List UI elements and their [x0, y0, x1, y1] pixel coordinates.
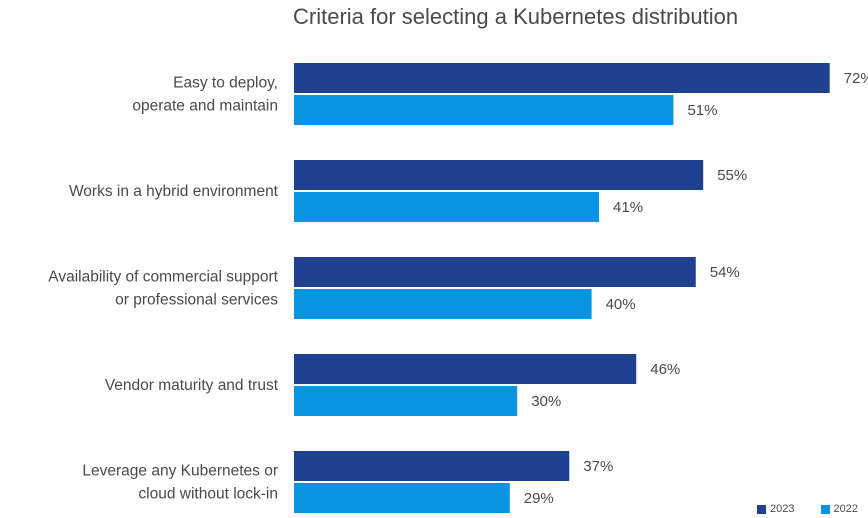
bar-2022 — [294, 95, 674, 125]
data-label: 72% — [844, 70, 868, 87]
data-label: 40% — [606, 296, 636, 313]
data-label: 30% — [531, 393, 561, 410]
bar-2023 — [294, 451, 570, 481]
data-label: 51% — [687, 102, 717, 119]
data-label: 41% — [613, 199, 643, 216]
bar-2023 — [294, 160, 704, 190]
bar-2023 — [294, 354, 637, 384]
data-label: 29% — [524, 490, 554, 507]
legend-item-2022: 2022 — [820, 503, 858, 515]
bar-2022 — [294, 289, 592, 319]
legend-label-2022: 2022 — [833, 503, 858, 515]
category-label: operate and maintain — [132, 98, 278, 115]
category-label: Easy to deploy, — [173, 75, 278, 92]
data-label: 46% — [650, 361, 680, 378]
category-label: cloud without lock-in — [138, 486, 278, 503]
bar-2023 — [294, 257, 696, 287]
legend-item-2023: 2023 — [757, 503, 795, 515]
bar-2022 — [294, 483, 510, 513]
legend-label-2023: 2023 — [770, 503, 795, 515]
data-label: 55% — [717, 167, 747, 184]
bar-2022 — [294, 192, 600, 222]
bar-2022 — [294, 386, 518, 416]
legend-swatch-2022 — [820, 504, 830, 514]
data-label: 37% — [583, 458, 613, 475]
category-label: or professional services — [115, 292, 278, 309]
data-label: 54% — [710, 264, 740, 281]
category-label: Vendor maturity and trust — [105, 377, 279, 394]
legend-swatch-2023 — [757, 504, 767, 514]
category-label: Works in a hybrid environment — [69, 183, 279, 200]
category-label: Availability of commercial support — [48, 269, 278, 286]
bar-2023 — [294, 63, 830, 93]
chart-title: Criteria for selecting a Kubernetes dist… — [293, 4, 739, 29]
category-label: Leverage any Kubernetes or — [82, 463, 278, 480]
legend: 2023 2022 — [757, 503, 858, 515]
